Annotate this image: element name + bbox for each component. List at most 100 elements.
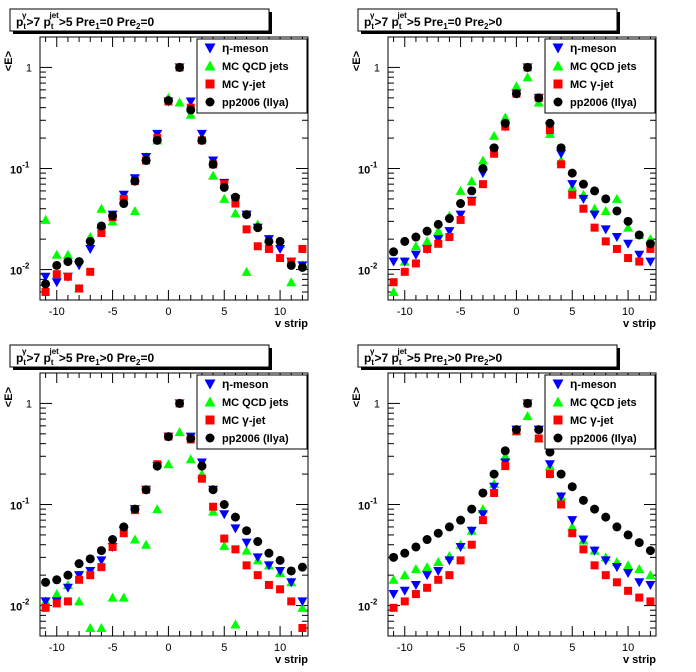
legend-label: pp2006 (Ilya) xyxy=(570,97,637,109)
point-triangle-down xyxy=(410,250,421,260)
point-triangle-down xyxy=(241,538,252,548)
point-square xyxy=(264,244,273,253)
x-tick-label: 5 xyxy=(569,306,575,318)
point-triangle-up xyxy=(208,170,219,180)
y-tick-label-1: 1 xyxy=(26,398,32,410)
point-square xyxy=(590,561,599,570)
point-square xyxy=(553,79,563,89)
point-triangle-up xyxy=(422,236,433,246)
x-tick-label: -5 xyxy=(456,642,466,654)
legend-label-part: γ xyxy=(242,413,249,427)
chart-title-part: p xyxy=(16,15,23,29)
point-square xyxy=(276,254,285,263)
point-square xyxy=(467,197,476,206)
point-circle xyxy=(601,512,611,522)
y-axis-label: <E> xyxy=(3,387,15,407)
series-3 xyxy=(389,62,655,257)
point-circle xyxy=(567,168,577,178)
point-circle xyxy=(63,570,73,580)
legend-label-part: η xyxy=(222,377,229,391)
point-triangle-down xyxy=(85,244,96,254)
chart-title-part: >0 xyxy=(489,15,503,29)
point-circle xyxy=(623,216,633,226)
legend-label: MC γ-jet xyxy=(570,77,614,91)
point-triangle-up xyxy=(600,205,611,215)
y-tick-label-1: 1 xyxy=(26,62,32,74)
point-triangle-up xyxy=(634,564,645,574)
chart-title-part: Pre xyxy=(421,351,444,365)
point-circle xyxy=(186,105,196,115)
chart-title-part: =0 xyxy=(448,15,462,29)
legend-label: MC γ-jet xyxy=(570,413,614,427)
point-triangle-down xyxy=(589,210,600,220)
chart-title-part: >7 xyxy=(26,351,40,365)
legend-label: η-meson xyxy=(570,377,617,391)
x-tick-label: 10 xyxy=(274,306,286,318)
point-circle xyxy=(63,257,73,267)
y-tick-label-part: -2 xyxy=(370,598,378,607)
point-triangle-up xyxy=(511,81,522,91)
point-triangle-down xyxy=(196,129,207,139)
point-triangle-down xyxy=(74,571,85,581)
point-triangle-up xyxy=(645,570,656,580)
legend: η-meson MC QCD jets MC γ-jet pp2006 (Ilya) xyxy=(544,38,656,114)
point-triangle-down xyxy=(552,43,564,54)
point-triangle-up xyxy=(297,602,308,612)
chart-title-part: p xyxy=(364,351,371,365)
point-triangle-down xyxy=(556,492,567,502)
point-circle xyxy=(130,176,140,186)
chart-title-part: γ xyxy=(22,347,27,356)
legend: η-meson MC QCD jets MC γ-jet pp2006 (Ilya) xyxy=(196,374,308,450)
chart-title-part: >5 xyxy=(59,351,73,365)
point-circle xyxy=(500,446,510,456)
point-square xyxy=(411,259,420,268)
point-square xyxy=(612,244,621,253)
legend-label-part: -jet xyxy=(249,79,266,91)
point-square xyxy=(568,190,577,199)
point-triangle-up xyxy=(219,540,230,550)
legend-label: η-meson xyxy=(570,41,617,55)
point-square xyxy=(646,244,655,253)
point-square xyxy=(553,415,563,425)
point-triangle-down xyxy=(275,244,286,254)
chart-title-part: p xyxy=(388,15,399,29)
point-triangle-down xyxy=(286,578,297,588)
point-triangle-down xyxy=(589,546,600,556)
chart-title: ptγ>7 ptjet>5 Pre1>0 Pre2=0 xyxy=(16,347,155,367)
y-tick-label-part: 10 xyxy=(10,501,22,513)
x-tick-label: -10 xyxy=(49,642,65,654)
point-triangle-down xyxy=(62,583,73,593)
point-square xyxy=(456,215,465,224)
point-circle xyxy=(422,535,432,545)
point-square xyxy=(75,284,84,293)
point-triangle-up xyxy=(230,208,241,218)
point-square xyxy=(253,242,262,251)
point-circle xyxy=(389,247,399,257)
point-square xyxy=(287,597,296,606)
x-tick-label: 0 xyxy=(513,306,519,318)
title-box-shadow xyxy=(13,31,272,34)
point-circle xyxy=(297,262,307,272)
point-circle xyxy=(108,211,118,221)
chart-title: ptγ>7 ptjet>5 Pre1=0 Pre2>0 xyxy=(364,11,503,31)
point-circle xyxy=(456,515,466,525)
point-circle xyxy=(645,239,655,249)
y-axis-label: <E> xyxy=(3,51,15,71)
point-circle xyxy=(242,210,252,220)
chart-title-part: t xyxy=(371,358,374,367)
point-square xyxy=(298,623,307,632)
legend-box xyxy=(544,38,656,114)
chart-title-part: >0 xyxy=(448,351,462,365)
point-square xyxy=(52,599,61,608)
point-square xyxy=(209,502,218,511)
point-square xyxy=(276,585,285,594)
y-tick-label-part: -2 xyxy=(22,262,30,271)
point-triangle-down xyxy=(611,233,622,243)
point-circle xyxy=(590,186,600,196)
chart-title-part: Pre xyxy=(73,351,96,365)
point-circle xyxy=(578,495,588,505)
y-tick-label-1: 1 xyxy=(374,398,380,410)
point-triangle-up xyxy=(129,534,140,544)
chart-title-part: p xyxy=(388,351,399,365)
point-triangle-down xyxy=(219,510,230,520)
